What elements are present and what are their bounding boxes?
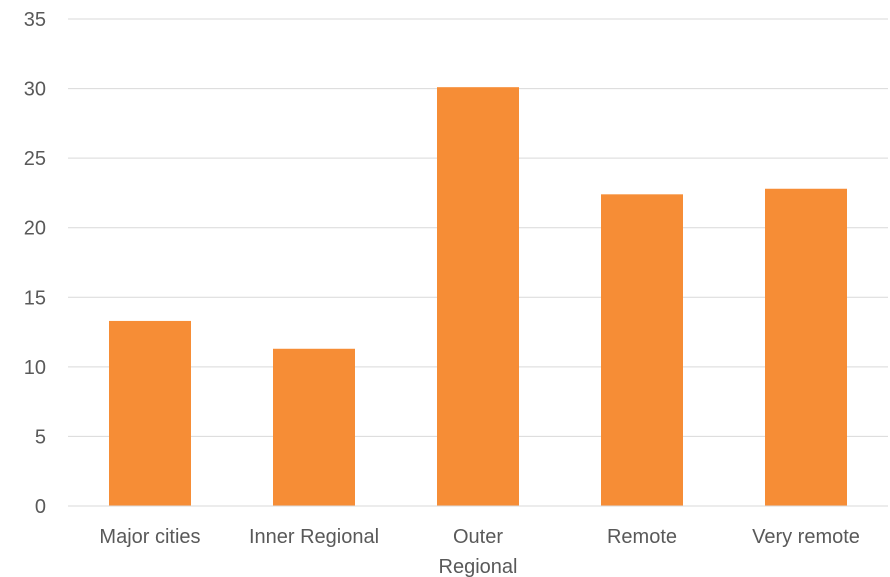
x-tick-label: Inner Regional — [249, 526, 379, 548]
bar — [437, 87, 519, 507]
x-tick-label: Remote — [607, 526, 677, 548]
bar — [601, 194, 683, 506]
y-tick-label: 25 — [24, 148, 46, 170]
bar — [109, 320, 191, 506]
y-tick-label: 35 — [24, 9, 46, 31]
x-tick-label: Regional — [439, 556, 518, 577]
y-axis-tick-labels: 0 5 10 15 20 25 30 35 — [24, 9, 46, 518]
y-tick-label: 15 — [24, 287, 46, 309]
y-tick-label: 10 — [24, 357, 46, 379]
y-tick-label: 0 — [35, 496, 46, 518]
bars — [109, 87, 847, 507]
y-tick-label: 30 — [24, 79, 46, 101]
bar — [273, 348, 355, 506]
x-tick-label: Major cities — [99, 526, 200, 548]
bar — [765, 188, 847, 507]
y-tick-label: 20 — [24, 218, 46, 240]
x-tick-label: Very remote — [752, 526, 860, 548]
x-tick-label: Outer — [453, 526, 503, 548]
y-tick-label: 5 — [35, 426, 46, 448]
x-axis-tick-labels: Major cities Inner Regional Outer Regional R… — [99, 526, 859, 577]
